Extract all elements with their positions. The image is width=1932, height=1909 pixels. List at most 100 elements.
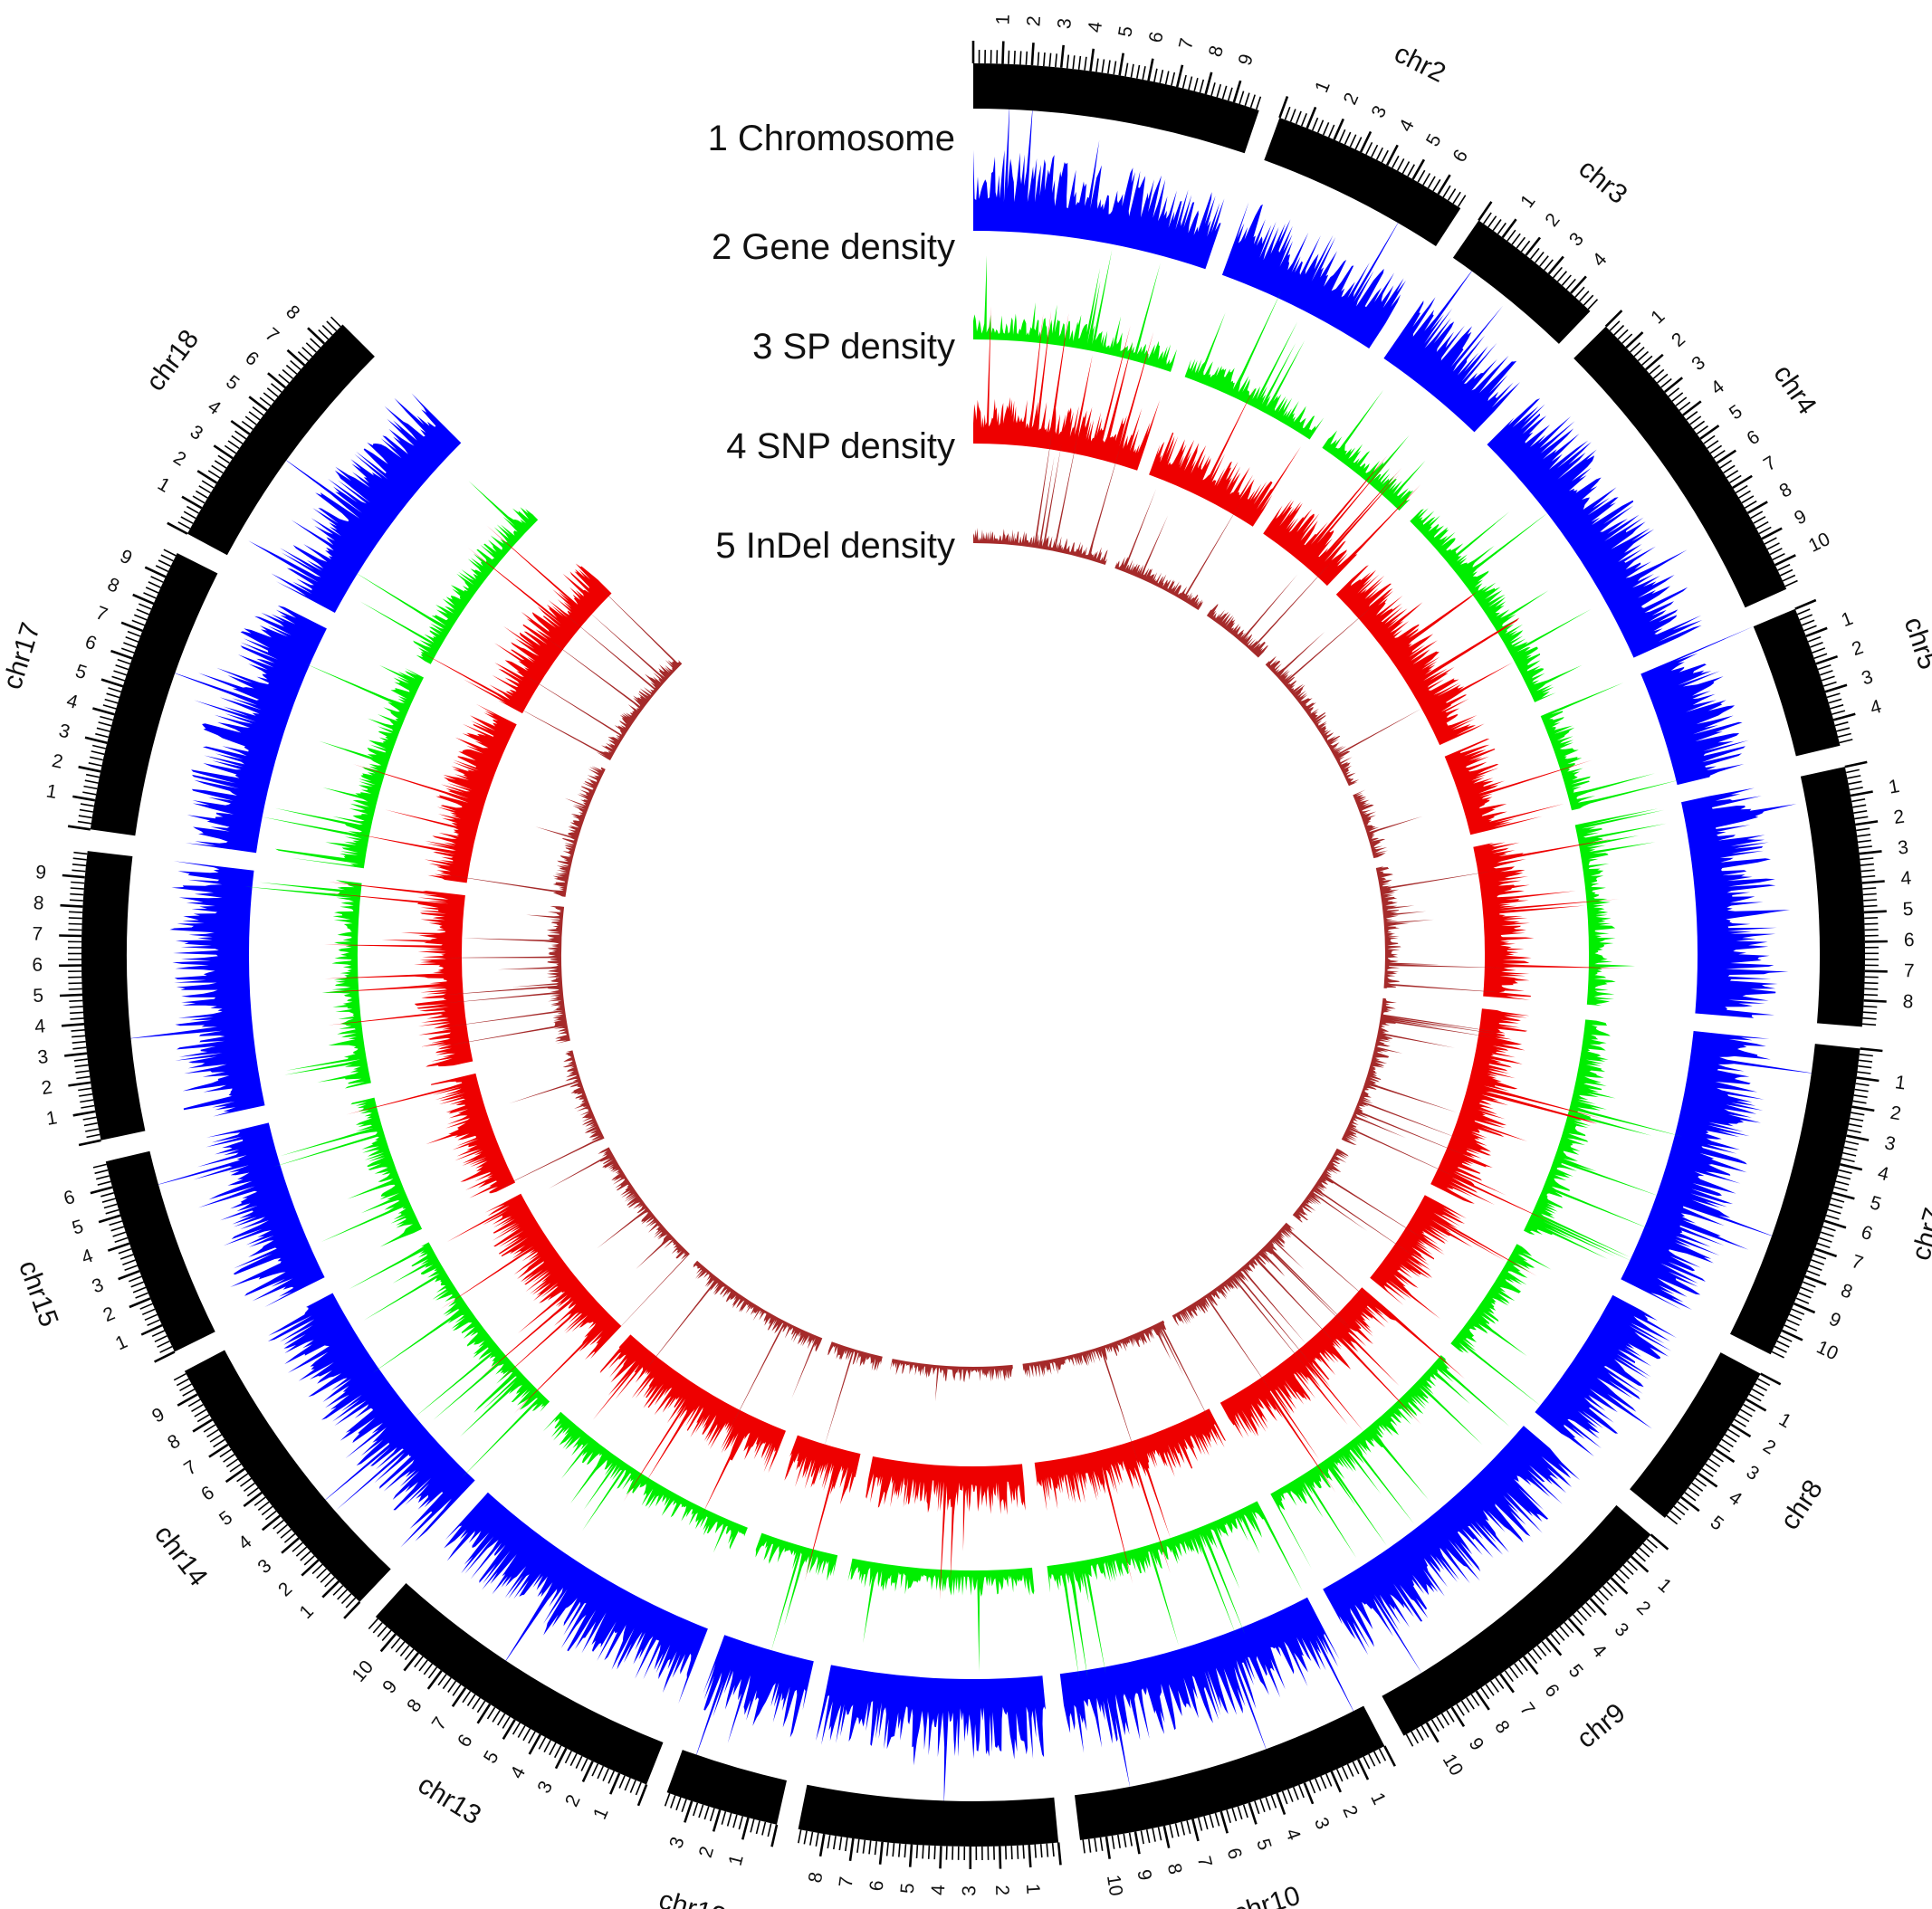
major-tick xyxy=(1547,255,1564,275)
minor-tick xyxy=(1363,1756,1371,1770)
tick-label: 9 xyxy=(1465,1734,1488,1754)
major-tick xyxy=(181,495,203,510)
tick-label: 3 xyxy=(254,1555,276,1578)
minor-tick xyxy=(755,1820,760,1835)
minor-tick xyxy=(1750,511,1764,520)
major-tick xyxy=(1855,820,1879,826)
minor-tick xyxy=(1598,1589,1609,1601)
snp-density-track-chr13 xyxy=(592,1334,786,1514)
minor-tick xyxy=(82,791,97,796)
minor-tick xyxy=(1539,255,1549,267)
tick-label: 2 xyxy=(169,447,189,471)
major-tick xyxy=(1303,1782,1315,1805)
tick-label: 4 xyxy=(1281,1826,1305,1843)
minor-tick xyxy=(927,1845,931,1859)
tick-label: 8 xyxy=(1902,991,1914,1013)
minor-tick xyxy=(1830,703,1844,710)
minor-tick xyxy=(1829,1203,1843,1209)
major-tick xyxy=(609,1772,621,1795)
minor-tick xyxy=(1210,82,1216,97)
tick-label: 2 xyxy=(1668,329,1689,351)
minor-tick xyxy=(157,1340,170,1348)
major-tick xyxy=(1147,58,1154,81)
tick-label: 10 xyxy=(1805,529,1833,557)
tick-label: 7 xyxy=(180,1456,200,1480)
major-tick xyxy=(321,1580,340,1599)
major-tick xyxy=(1714,1448,1736,1464)
minor-tick xyxy=(148,581,161,588)
minor-tick xyxy=(219,1448,232,1458)
tick-label: 2 xyxy=(1541,209,1564,230)
minor-tick xyxy=(1769,548,1783,556)
minor-tick xyxy=(72,1046,87,1050)
minor-tick xyxy=(131,619,146,626)
minor-tick xyxy=(155,565,169,573)
major-tick xyxy=(1804,1274,1827,1286)
minor-tick xyxy=(80,1099,94,1103)
snp-density-track-chr2 xyxy=(1149,387,1301,527)
minor-tick xyxy=(1442,185,1451,198)
major-tick xyxy=(1330,1771,1342,1793)
major-tick xyxy=(1133,1831,1141,1855)
minor-tick xyxy=(1159,70,1164,83)
minor-tick xyxy=(569,1752,578,1767)
minor-tick xyxy=(1164,71,1170,85)
major-tick xyxy=(140,1323,163,1336)
minor-tick xyxy=(1427,176,1436,189)
gene-density-track-chr16 xyxy=(125,861,265,1117)
major-tick xyxy=(741,1817,750,1840)
tick-label: 3 xyxy=(665,1835,689,1851)
minor-tick xyxy=(462,1690,472,1704)
minor-tick xyxy=(1634,1551,1646,1562)
minor-tick xyxy=(1084,56,1087,71)
minor-tick xyxy=(1776,1340,1790,1348)
minor-tick xyxy=(1695,1477,1707,1487)
minor-tick xyxy=(1325,1773,1333,1787)
tick-label: 1 xyxy=(295,1600,317,1623)
minor-tick xyxy=(102,704,117,710)
minor-tick xyxy=(1818,1236,1832,1243)
major-tick xyxy=(1680,1495,1700,1513)
chromosome-band-chr7 xyxy=(1730,1044,1860,1355)
minor-tick xyxy=(618,1775,626,1789)
major-tick xyxy=(1859,850,1882,855)
minor-tick xyxy=(227,440,240,450)
minor-tick xyxy=(522,1728,531,1742)
minor-tick xyxy=(1646,1538,1659,1549)
minor-tick xyxy=(732,1814,738,1828)
minor-tick xyxy=(1606,1581,1618,1593)
minor-tick xyxy=(1401,161,1411,175)
minor-tick xyxy=(1043,52,1046,67)
minor-tick xyxy=(120,1254,134,1260)
tick-label: 2 xyxy=(1338,1802,1362,1820)
snp-density-track-chr12 xyxy=(784,1435,861,1582)
tick-label: 9 xyxy=(1791,506,1810,530)
sp-density-track-chr12 xyxy=(755,1532,838,1652)
minor-tick xyxy=(1782,574,1796,582)
major-tick xyxy=(1175,64,1184,88)
tick-label: 3 xyxy=(1743,1462,1763,1485)
minor-tick xyxy=(1735,484,1748,494)
tick-label: 6 xyxy=(1223,1846,1246,1862)
minor-tick xyxy=(1642,1542,1654,1553)
minor-tick xyxy=(1861,1023,1877,1026)
major-tick xyxy=(144,566,167,578)
major-tick xyxy=(451,1686,467,1708)
minor-tick xyxy=(1859,1054,1873,1057)
minor-tick xyxy=(418,1659,428,1672)
tick-label: 8 xyxy=(282,301,303,324)
major-tick xyxy=(84,736,108,744)
minor-tick xyxy=(305,342,317,353)
minor-tick xyxy=(68,917,82,920)
minor-tick xyxy=(803,1830,808,1845)
minor-tick xyxy=(1346,1763,1354,1777)
minor-tick xyxy=(915,1845,919,1859)
minor-tick xyxy=(1495,1676,1505,1689)
tick-label: 2 xyxy=(1340,90,1363,108)
minor-tick xyxy=(1656,373,1669,384)
minor-tick xyxy=(602,1768,609,1781)
indel-density-track-chr13 xyxy=(641,1260,823,1431)
minor-tick xyxy=(838,1837,843,1851)
major-tick xyxy=(848,1837,855,1861)
